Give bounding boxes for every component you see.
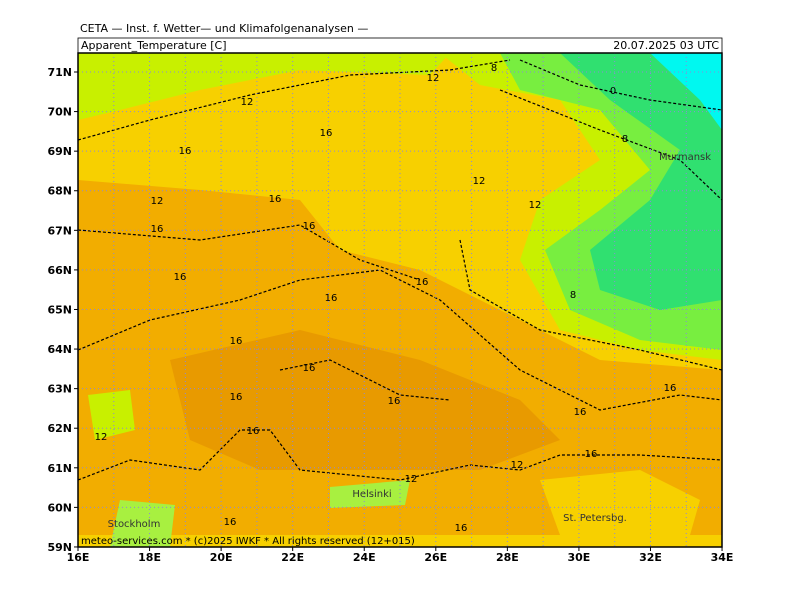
lon-label: 28E <box>496 551 519 564</box>
contour-label: 12 <box>241 97 254 108</box>
lon-label: 20E <box>210 551 233 564</box>
lat-label: 71N <box>47 66 72 79</box>
institute: CETA — Inst. f. Wetter— und Klimafolgena… <box>80 22 368 35</box>
lon-label: 24E <box>353 551 376 564</box>
lat-label: 70N <box>47 106 72 119</box>
contour-label: 16 <box>388 396 401 407</box>
contour-label: 16 <box>151 224 164 235</box>
lon-label: 16E <box>67 551 90 564</box>
lat-label: 69N <box>47 145 72 158</box>
contour-label: 16 <box>664 383 677 394</box>
lat-label: 65N <box>47 303 72 316</box>
contour-label: 8 <box>570 290 576 301</box>
contour-label: 12 <box>405 474 418 485</box>
contour-label: 16 <box>269 194 282 205</box>
contour-label: 16 <box>416 277 429 288</box>
contour-label: 16 <box>585 449 598 460</box>
field <box>78 53 722 547</box>
lat-label: 60N <box>47 501 72 514</box>
lon-label: 22E <box>281 551 304 564</box>
contour-label: 16 <box>230 336 243 347</box>
valid-time: 20.07.2025 03 UTC <box>613 39 719 52</box>
contour-label: 16 <box>179 146 192 157</box>
contour-label: 16 <box>320 128 333 139</box>
lat-label: 68N <box>47 185 72 198</box>
lat-label: 67N <box>47 224 72 237</box>
map-frame <box>77 52 723 548</box>
contour-label: 8 <box>622 134 628 145</box>
lon-label: 18E <box>138 551 161 564</box>
lat-label: 63N <box>47 383 72 396</box>
place-label: Murmansk <box>659 152 711 163</box>
lat-label: 61N <box>47 462 72 475</box>
lon-label: 34E <box>711 551 734 564</box>
contour-label: 16 <box>174 272 187 283</box>
contour-label: 12 <box>473 176 486 187</box>
lon-label: 26E <box>424 551 447 564</box>
lat-label: 64N <box>47 343 72 356</box>
lon-label: 32E <box>639 551 662 564</box>
parameter: Apparent_Temperature [C] <box>81 39 227 52</box>
contour-labels: 8 12 0 12 16 8 16 12 12 16 12 16 16 16 1… <box>95 63 677 534</box>
contour-label: 12 <box>511 460 524 471</box>
contour-label: 8 <box>491 63 497 74</box>
contour-label: 16 <box>303 363 316 374</box>
contour-label: 16 <box>230 392 243 403</box>
place-label: St. Petersbg. <box>563 513 627 524</box>
contour-label: 12 <box>529 200 542 211</box>
lat-label: 66N <box>47 264 72 277</box>
contour-label: 16 <box>247 426 260 437</box>
contour-label: 12 <box>95 432 108 443</box>
contour-label: 16 <box>455 523 468 534</box>
contour-label: 16 <box>303 221 316 232</box>
lat-label: 59N <box>47 541 72 554</box>
lon-label: 30E <box>568 551 591 564</box>
contour-label: 16 <box>325 293 338 304</box>
lat-label: 62N <box>47 422 72 435</box>
contour-label: 12 <box>427 73 440 84</box>
contour-label: 12 <box>151 196 164 207</box>
contour-label: 16 <box>224 517 237 528</box>
footer: meteo-services.com * (c)2025 IWKF * All … <box>81 536 415 547</box>
place-label: Helsinki <box>352 489 391 500</box>
place-label: Stockholm <box>108 519 161 530</box>
contour-label: 0 <box>610 86 616 97</box>
contour-label: 16 <box>574 407 587 418</box>
